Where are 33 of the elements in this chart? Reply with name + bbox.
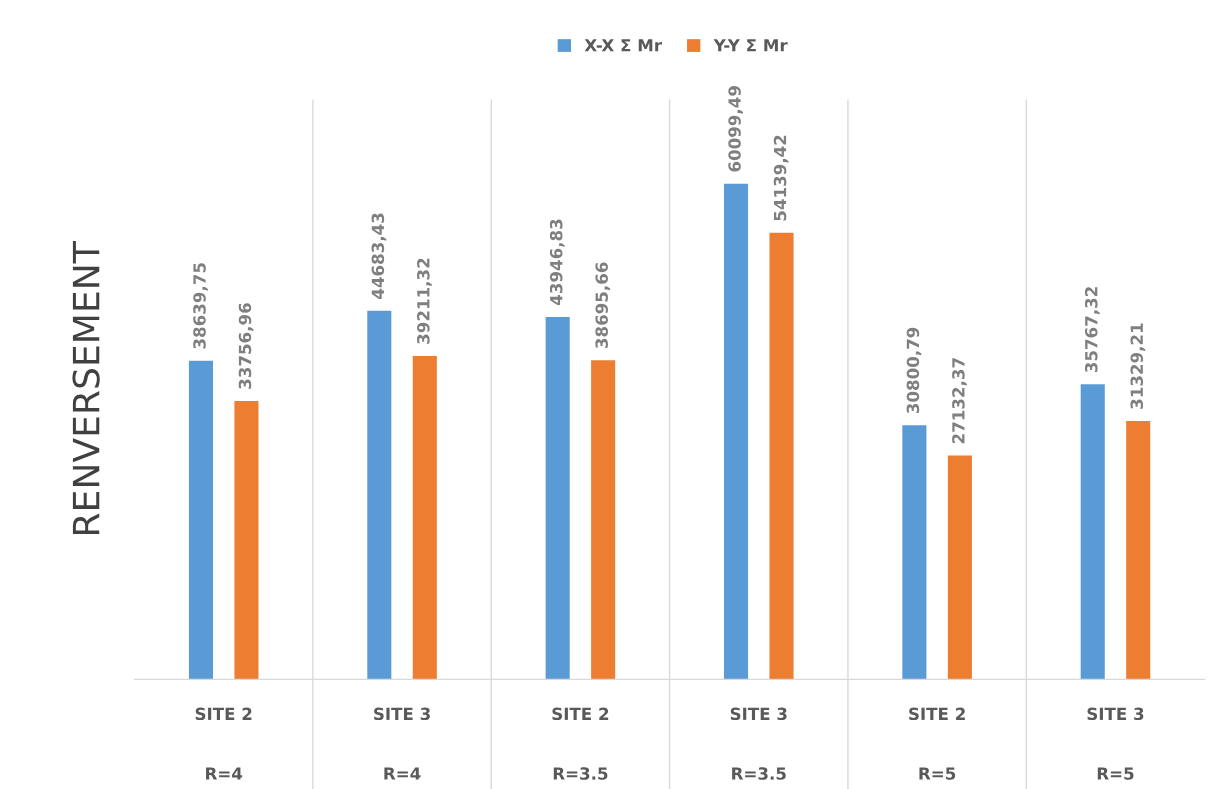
category-label: SITE 2 R=3.5 bbox=[552, 707, 609, 780]
bar bbox=[1080, 384, 1105, 680]
category-label: SITE 3 R=5 bbox=[1087, 707, 1144, 780]
category-label: SITE 3 R=4 bbox=[374, 707, 430, 780]
data-label: 27132,37 bbox=[952, 358, 967, 444]
data-label: 33756,96 bbox=[238, 303, 254, 389]
bar bbox=[545, 316, 570, 680]
bar bbox=[947, 455, 972, 680]
data-label: 44683,43 bbox=[371, 213, 387, 299]
data-label: 39211,32 bbox=[417, 258, 432, 344]
category-label: SITE 2 R=4 bbox=[195, 707, 252, 780]
data-label: 31329,21 bbox=[1130, 323, 1146, 409]
bar bbox=[367, 310, 392, 680]
bar bbox=[234, 400, 259, 680]
data-label: 60099,49 bbox=[728, 86, 743, 172]
bar bbox=[723, 183, 749, 680]
y-axis-title: RENVERSEMENT bbox=[72, 241, 100, 534]
legend-label: Y-Y Σ Mr bbox=[713, 39, 788, 52]
category-label: SITE 2 R=5 bbox=[909, 707, 965, 780]
data-label: 30800,79 bbox=[906, 327, 922, 414]
bar bbox=[1126, 420, 1151, 680]
data-label: 35767,32 bbox=[1084, 287, 1100, 373]
bar bbox=[902, 425, 927, 680]
data-label: 38639,75 bbox=[193, 263, 208, 349]
data-label: 38695,66 bbox=[595, 262, 611, 348]
data-label: 43946,83 bbox=[549, 219, 565, 306]
data-label: 54139,42 bbox=[773, 135, 789, 221]
bar bbox=[769, 232, 794, 680]
bar bbox=[188, 360, 214, 680]
category-label: SITE 3 R=3.5 bbox=[730, 707, 787, 780]
legend-label: X-X Σ Mr bbox=[584, 39, 662, 52]
bar bbox=[412, 355, 437, 680]
bar bbox=[591, 360, 616, 680]
